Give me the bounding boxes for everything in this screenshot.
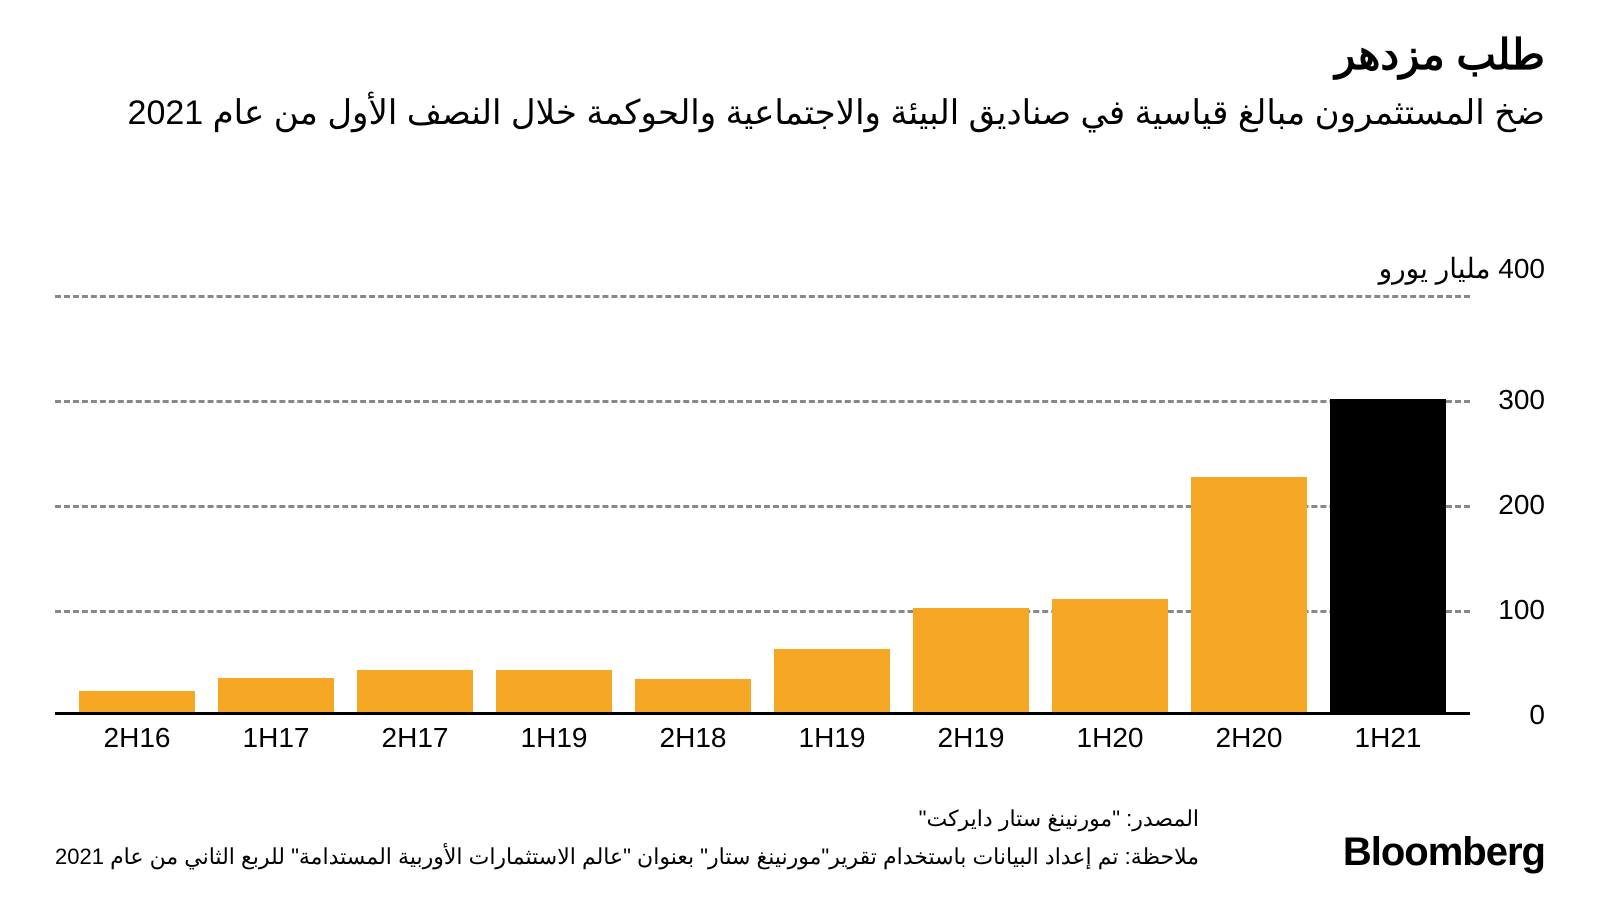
y-tick-label: 200 bbox=[1498, 489, 1545, 521]
x-axis-labels: 2H16 1H17 2H17 1H19 2H18 1H19 2H19 1H20 2H20 1H21 bbox=[55, 722, 1470, 754]
bar bbox=[1052, 599, 1168, 712]
bar bbox=[218, 678, 334, 712]
y-tick-label: 0 bbox=[1529, 699, 1545, 731]
bar bbox=[357, 670, 473, 712]
source-text: المصدر: "مورنينغ ستار دايركت" bbox=[55, 800, 1199, 837]
y-axis-unit-label: 400 مليار يورو bbox=[1379, 252, 1545, 285]
x-tick-label: 1H17 bbox=[218, 722, 334, 754]
x-tick-label: 1H21 bbox=[1330, 722, 1446, 754]
bloomberg-logo: Bloomberg bbox=[1343, 830, 1545, 875]
bar bbox=[774, 649, 890, 712]
note-text: ملاحظة: تم إعداد البيانات باستخدام تقرير… bbox=[55, 838, 1199, 875]
y-tick-label: 100 bbox=[1498, 594, 1545, 626]
bar bbox=[635, 679, 751, 712]
x-tick-label: 2H16 bbox=[79, 722, 195, 754]
x-tick-label: 2H19 bbox=[913, 722, 1029, 754]
bar bbox=[913, 608, 1029, 712]
y-tick-label: 300 bbox=[1498, 384, 1545, 416]
bar bbox=[79, 691, 195, 712]
x-tick-label: 1H20 bbox=[1052, 722, 1168, 754]
chart-title: طلب مزدهر bbox=[55, 30, 1545, 79]
bar bbox=[1330, 399, 1446, 712]
bar bbox=[1191, 477, 1307, 712]
bars-container bbox=[55, 295, 1470, 712]
footer: المصدر: "مورنينغ ستار دايركت" ملاحظة: تم… bbox=[55, 800, 1545, 875]
x-tick-label: 1H19 bbox=[496, 722, 612, 754]
x-tick-label: 2H18 bbox=[635, 722, 751, 754]
chart-subtitle: ضخ المستثمرون مبالغ قياسية في صناديق الب… bbox=[55, 91, 1545, 137]
footer-text: المصدر: "مورنينغ ستار دايركت" ملاحظة: تم… bbox=[55, 800, 1199, 875]
x-axis-baseline bbox=[55, 712, 1470, 715]
chart-area bbox=[55, 295, 1470, 715]
bar bbox=[496, 670, 612, 712]
x-tick-label: 2H17 bbox=[357, 722, 473, 754]
x-tick-label: 2H20 bbox=[1191, 722, 1307, 754]
x-tick-label: 1H19 bbox=[774, 722, 890, 754]
